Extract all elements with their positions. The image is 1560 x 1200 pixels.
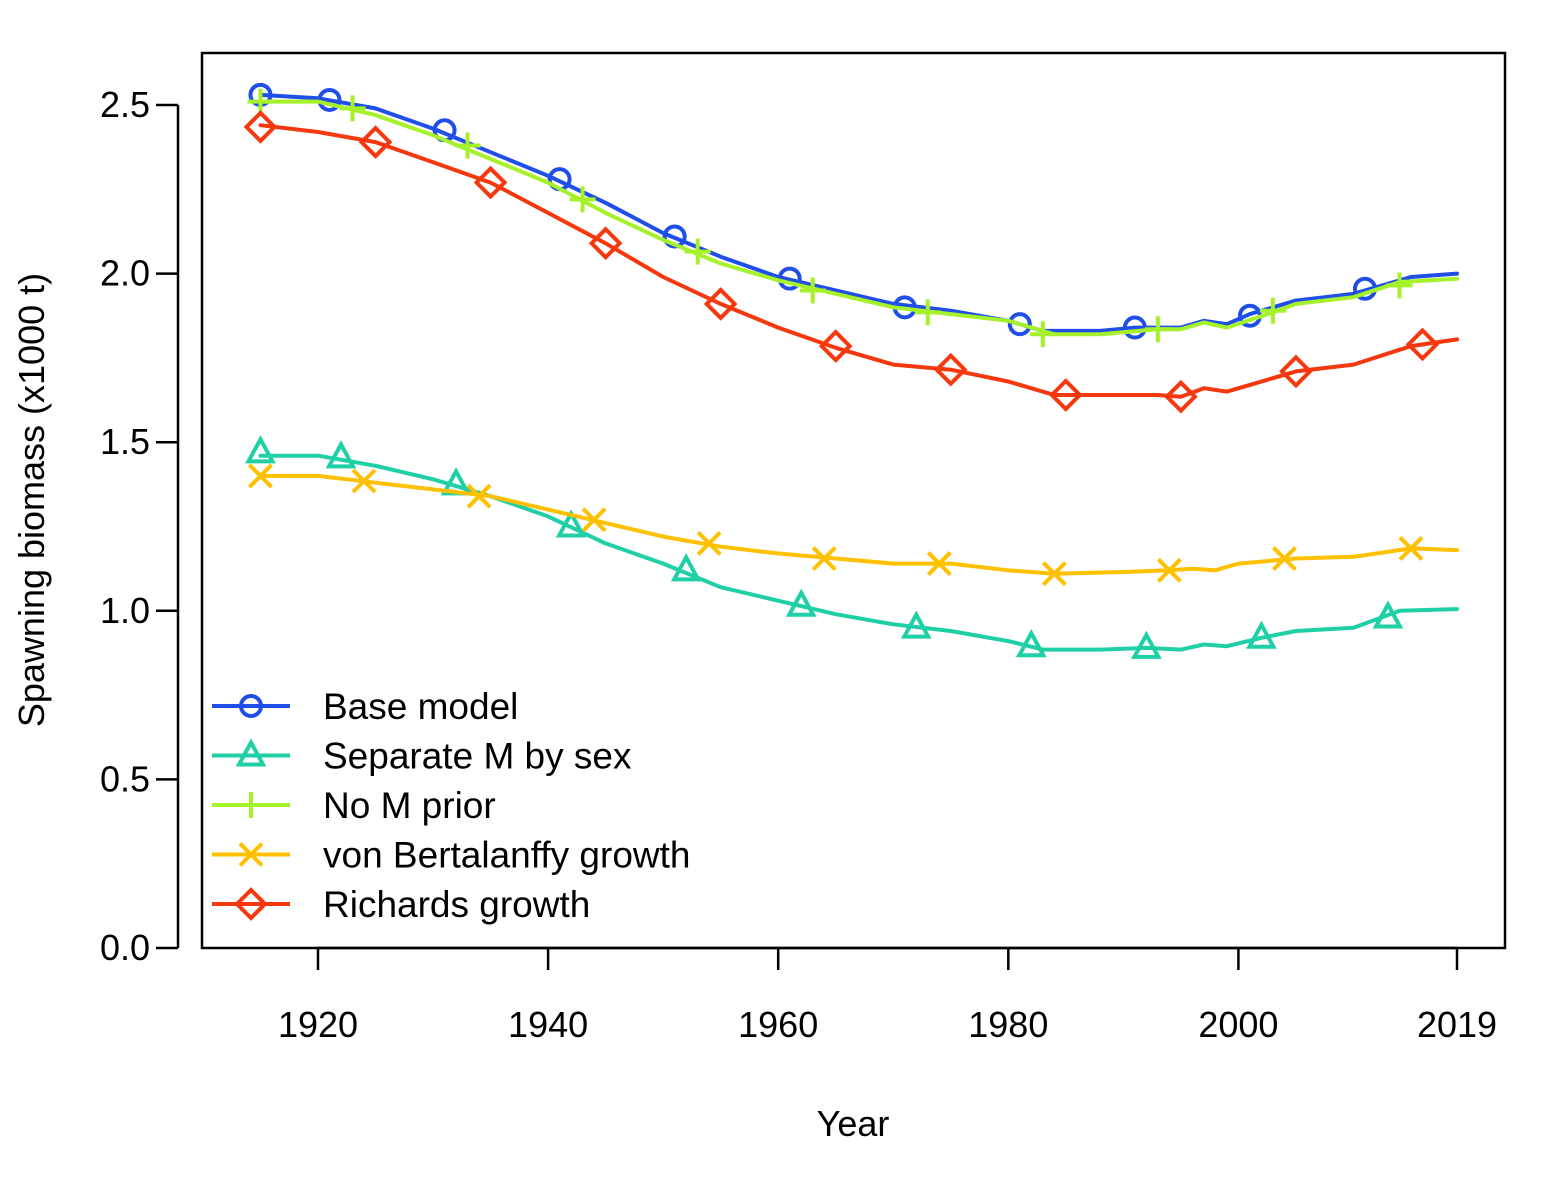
series-no-m-prior <box>247 88 1459 348</box>
y-tick-label: 2.0 <box>100 253 150 294</box>
data-point-no-m-prior <box>799 277 826 304</box>
y-axis-title: Spawning biomass (x1000 t) <box>11 273 52 727</box>
x-tick-label: 2019 <box>1417 1004 1497 1045</box>
data-point-no-m-prior <box>1386 272 1413 299</box>
x-tick-label: 1960 <box>738 1004 818 1045</box>
data-point-separate-m-by-sex <box>900 610 932 639</box>
data-point-von-bertalanffy-growth <box>1041 561 1067 587</box>
x-axis-title: Year <box>817 1103 890 1144</box>
legend-label: Separate M by sex <box>323 736 632 777</box>
data-point-separate-m-by-sex <box>670 553 702 582</box>
series-von-bertalanffy-growth <box>248 463 1459 587</box>
data-point-von-bertalanffy-growth <box>581 507 607 533</box>
data-point-no-m-prior <box>339 95 366 122</box>
data-point-no-m-prior <box>1259 297 1286 324</box>
data-point-separate-m-by-sex <box>1246 620 1277 649</box>
legend-marker-base-model <box>239 694 263 718</box>
x-axis: 1920 1940 1960 1980 2000 2019 <box>278 946 1497 1045</box>
data-point-von-bertalanffy-growth <box>466 483 492 509</box>
legend-entry-separate-m-by-sex: Separate M by sex <box>212 736 632 777</box>
data-point-separate-m-by-sex <box>1015 629 1047 658</box>
legend-entry-richards-growth: Richards growth <box>212 884 590 925</box>
series-line-richards-growth <box>258 123 1459 399</box>
y-tick-label: 0.5 <box>100 758 150 799</box>
data-point-von-bertalanffy-growth <box>1398 536 1424 561</box>
data-point-richards-growth <box>1164 379 1198 414</box>
data-point-separate-m-by-sex <box>555 509 587 538</box>
data-point-base-model <box>1007 312 1032 337</box>
data-point-separate-m-by-sex <box>1372 600 1404 629</box>
legend-label: von Bertalanffy growth <box>323 835 690 876</box>
plot-frame <box>200 51 1507 950</box>
data-point-von-bertalanffy-growth <box>1272 546 1297 571</box>
series-line-base-model <box>258 92 1459 333</box>
series-line-von-bertalanffy-growth <box>258 473 1459 576</box>
data-point-no-m-prior <box>454 132 481 159</box>
data-point-richards-growth <box>818 329 853 363</box>
legend-entry-von-bertalanffy-growth: von Bertalanffy growth <box>212 835 690 876</box>
legend-entry-base-model: Base model <box>212 686 518 727</box>
legend-entry-no-m-prior: No M prior <box>212 785 496 826</box>
x-tick-label: 2000 <box>1198 1004 1278 1045</box>
data-point-base-model <box>1122 315 1147 340</box>
data-point-richards-growth <box>358 125 393 159</box>
data-point-no-m-prior <box>914 299 941 326</box>
data-point-separate-m-by-sex <box>325 440 357 469</box>
data-point-von-bertalanffy-growth <box>248 463 273 489</box>
legend-marker-no-m-prior <box>238 792 264 818</box>
data-point-separate-m-by-sex <box>245 435 276 464</box>
data-point-von-bertalanffy-growth <box>696 530 722 556</box>
data-point-von-bertalanffy-growth <box>351 468 377 494</box>
series-line-no-m-prior <box>258 99 1459 337</box>
data-point-no-m-prior <box>1144 316 1171 343</box>
data-point-no-m-prior <box>1029 321 1056 348</box>
series-layer <box>243 82 1459 659</box>
data-point-von-bertalanffy-growth <box>926 551 952 577</box>
legend-marker-von-bertalanffy-growth <box>238 842 264 867</box>
legend: Base model Separate M by sex No M prior von… <box>212 686 690 925</box>
data-point-richards-growth <box>588 226 623 261</box>
data-point-no-m-prior <box>569 186 596 213</box>
y-tick-label: 1.0 <box>100 590 150 631</box>
y-axis: 0.0 0.5 1.0 1.5 2.0 2.5 <box>100 84 180 968</box>
data-point-von-bertalanffy-growth <box>1156 557 1182 583</box>
data-point-separate-m-by-sex <box>1130 630 1162 659</box>
data-point-richards-growth <box>703 287 738 321</box>
data-point-richards-growth <box>933 352 968 387</box>
legend-label: No M prior <box>323 785 496 826</box>
legend-marker-separate-m-by-sex <box>235 738 267 767</box>
legend-marker-richards-growth <box>234 887 268 921</box>
data-point-richards-growth <box>1279 354 1313 389</box>
x-tick-label: 1940 <box>508 1004 588 1045</box>
x-tick-label: 1920 <box>278 1004 358 1045</box>
y-tick-label: 2.5 <box>100 84 150 125</box>
data-point-separate-m-by-sex <box>785 588 817 617</box>
series-richards-growth <box>243 110 1459 414</box>
data-point-richards-growth <box>243 110 278 144</box>
data-point-von-bertalanffy-growth <box>811 546 837 571</box>
y-tick-label: 1.5 <box>100 421 150 462</box>
legend-label: Base model <box>323 686 518 727</box>
x-tick-label: 1980 <box>968 1004 1048 1045</box>
data-point-richards-growth <box>1405 327 1440 362</box>
y-tick-label: 0.0 <box>100 927 150 968</box>
legend-label: Richards growth <box>323 884 590 925</box>
data-point-richards-growth <box>1048 378 1083 412</box>
data-point-richards-growth <box>473 165 508 200</box>
data-point-no-m-prior <box>684 238 711 265</box>
